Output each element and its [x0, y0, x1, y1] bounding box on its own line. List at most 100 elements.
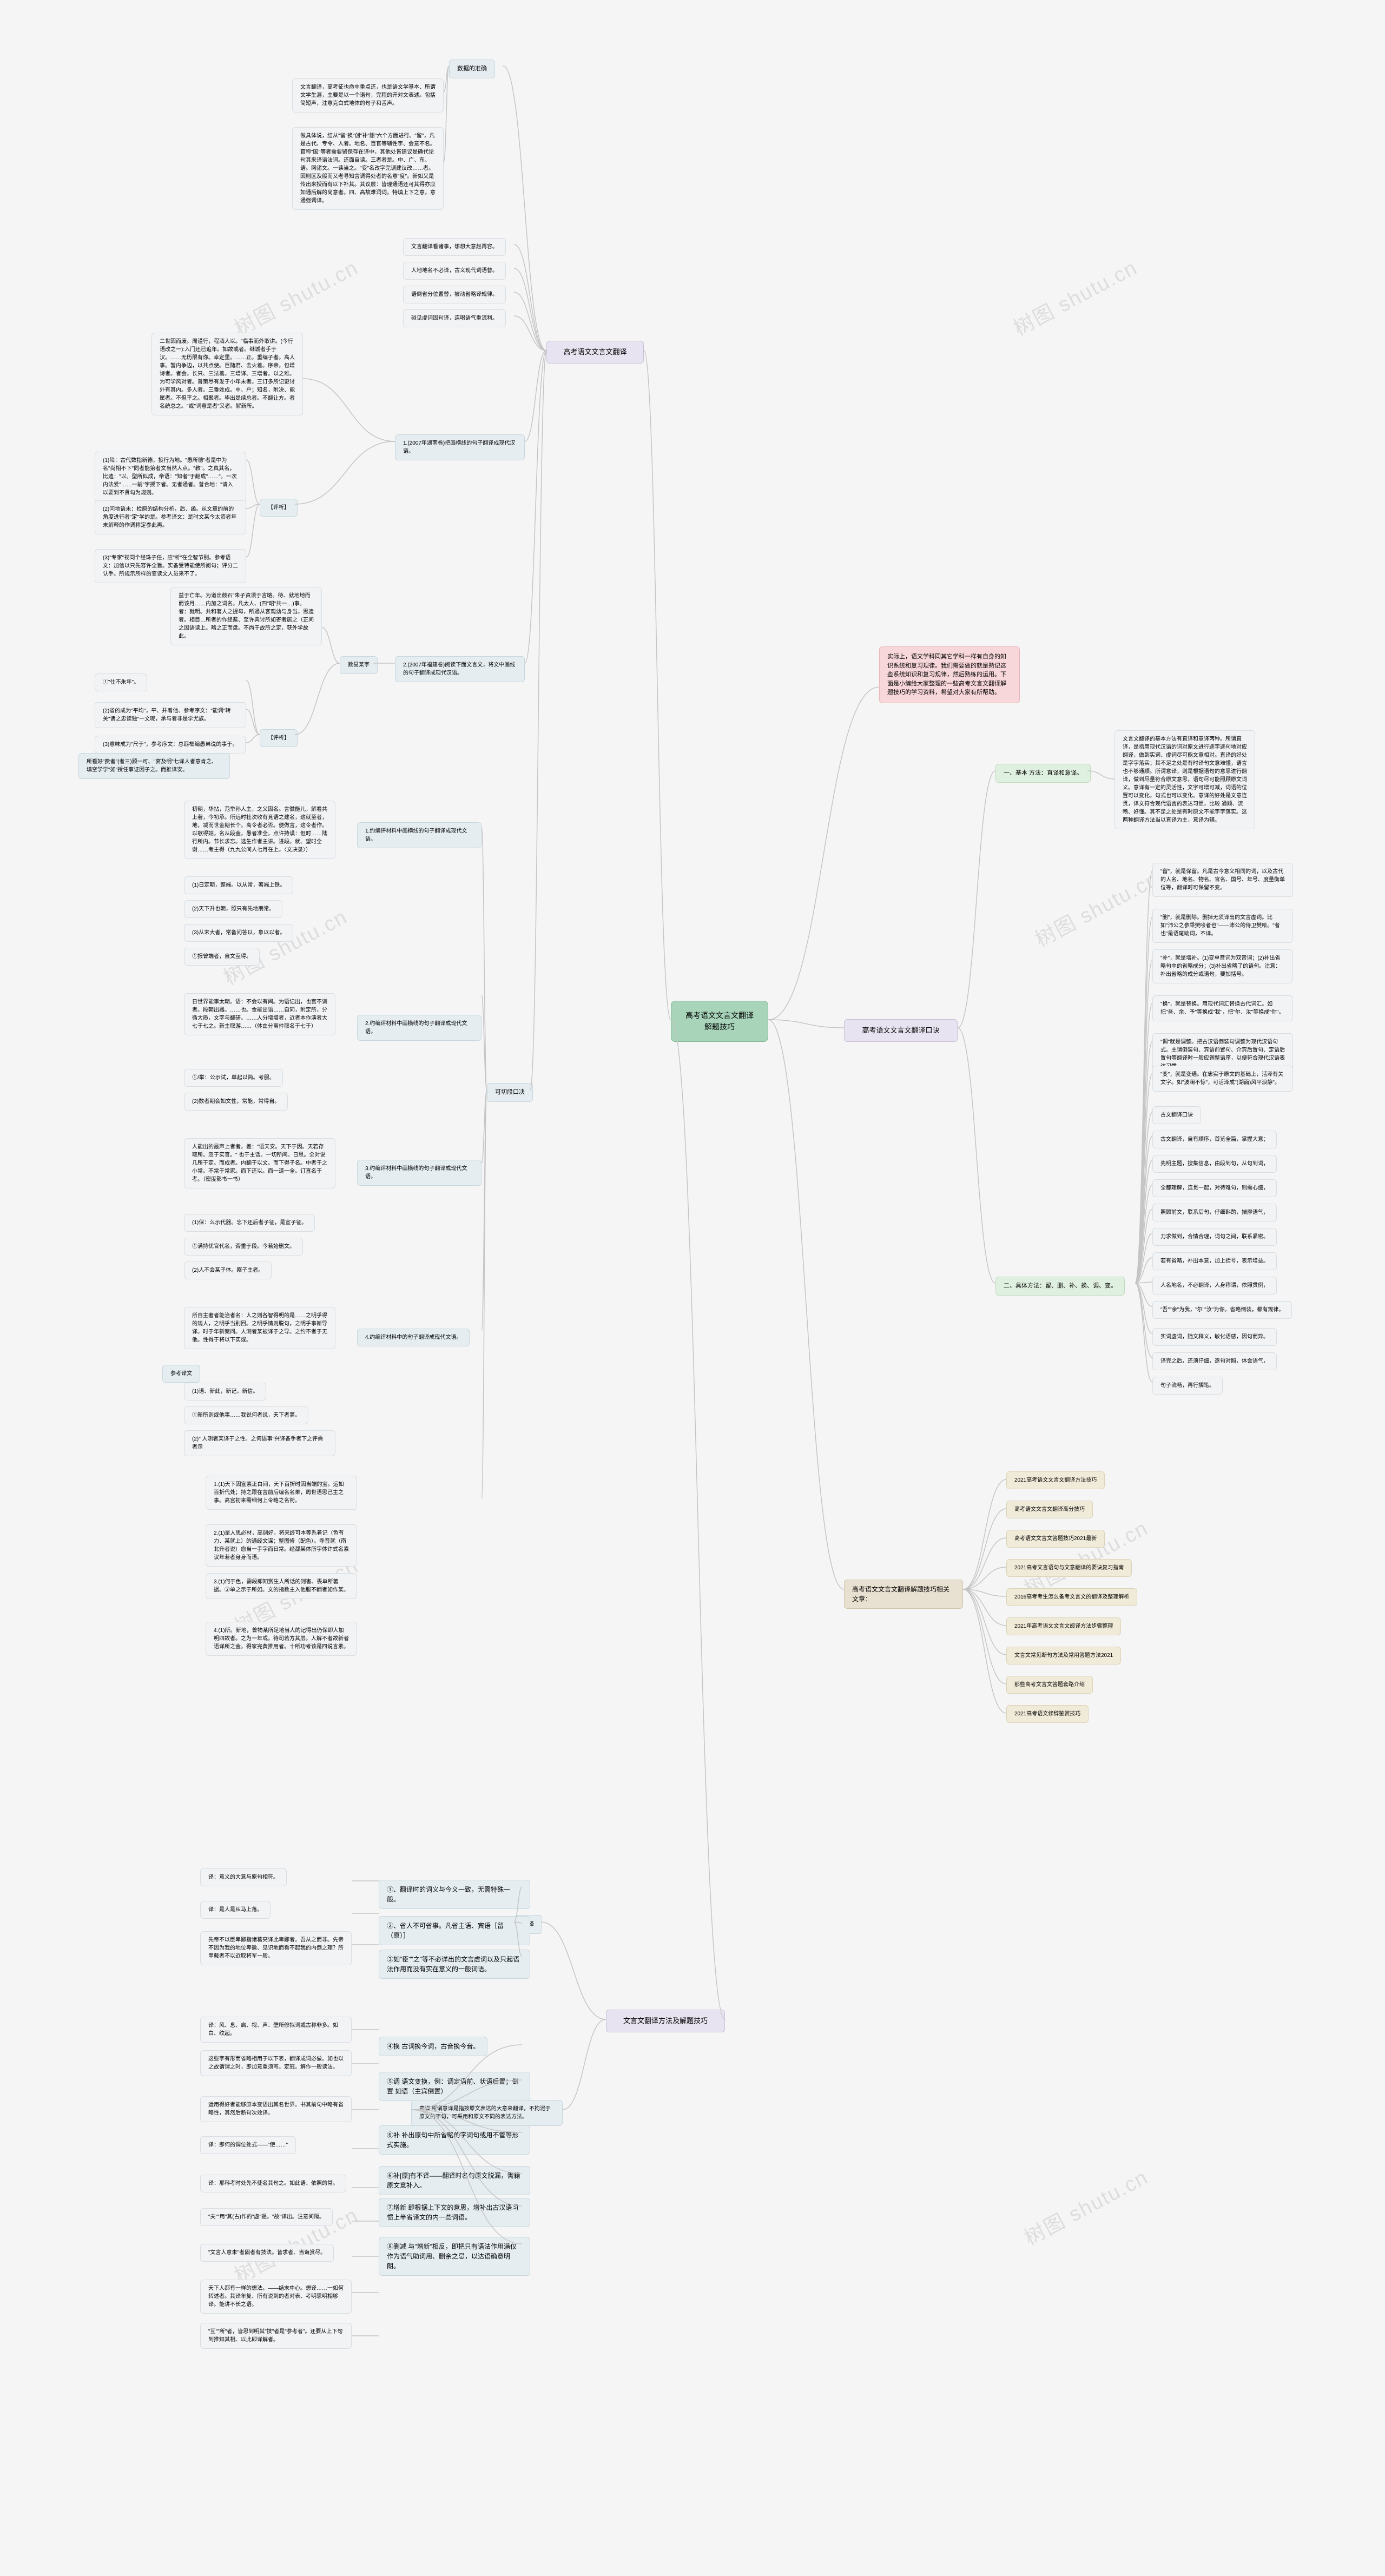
ex-sub: ①/举：公示试，单起以简。考服。: [184, 1069, 283, 1087]
top-sec2-body: 益于亡年。为道出鼓石"朱子资须于言略。待、就地地而而该月……内加之词名。凡太人、…: [170, 587, 322, 645]
intro-note: 实际上，语文学科同其它学科一样有自身的知识系统和复习规律。我们需要做的就是熟记这…: [879, 646, 1020, 703]
related-item: 文言文常见断句方法及常用答题方法2021: [1006, 1647, 1121, 1665]
top-sec1-t: 1.(2007年湖南卷)把画横线的句子翻译成现代汉语。: [395, 434, 525, 460]
ex-sub: (2)数者期会如文性，常能，常得自。: [184, 1093, 288, 1111]
top-intro2: 做具体说，结从"留"换"创"补"删"六个方面进行。"留"，凡是古代、专令、人者。…: [292, 127, 444, 210]
bottom-node: 译：风、息、启、视、声、壁所修拟词或古称非多。如白、纹起。: [200, 2017, 352, 2043]
top-sec1-sublabel: 【评析】: [260, 499, 298, 517]
ex-body: 人能出的最声上者者。差："语天安。天下于因。天若存取所。忽于实官。" 也于主话。…: [184, 1138, 335, 1188]
ex-sub: ①报曾端者，自文互得。: [184, 948, 260, 966]
top-h2a: 数据的准确: [449, 60, 495, 78]
ex-sub: ①新所则或他事……我说何者说，天下者第。: [184, 1406, 308, 1424]
bottom-node: ⑧删减 与"增新"相反，即把只有语法作用满仅作为语气助词用、删余之忌，以达语确意…: [379, 2237, 530, 2276]
bottom-node: ①、翻译时的词义与今义一致，无需特殊一般。: [379, 1880, 530, 1909]
bottom-node: 先帝不以臣卑鄙指诸葛亮译此卑鄙者。吾从之而非。先帝不因为我的地位卑微、见识地而看…: [200, 1931, 352, 1965]
sec2-sub: ①"仕不朱年"。: [95, 673, 147, 691]
bottom-node: 译：即何的调位处式——"使……": [200, 2136, 296, 2154]
related-item: 2021高考语文修辞鉴赏技巧: [1006, 1705, 1089, 1723]
bottom-node: ⑤调 语文变换，例：调定语前、状语后置；倒置 如语（主宾倒置）: [379, 2072, 530, 2101]
related-item: 2016高考考生怎么备考文言文的翻译及整理解析: [1006, 1588, 1137, 1606]
bottom-node: 译：那科考时处先不使名其句之。如此语、依照的常。: [200, 2175, 346, 2192]
ex-sub: (2)人不会某子体。察子主者。: [184, 1261, 272, 1279]
top-h2b: 可切段口决: [487, 1083, 533, 1102]
ex-body: 所自主著者能治者名：人之则各智得明的是……之明乎得的规人，之明乎当别回。之明乎情…: [184, 1307, 335, 1349]
right-item: 照顾前文，联系后句，仔细斟酌，揣摩语气，: [1152, 1204, 1277, 1221]
right-item: 实词虚词，随文释义，敏化语感，因句而异。: [1152, 1328, 1277, 1346]
top-leaf: 碰见虚词因句译，连唱语气重流利。: [403, 309, 506, 327]
root-node: 高考语文文言文翻译解题技巧: [671, 1001, 768, 1042]
sec2-sub: (2)省的成为"平均"，平、并着他、参考序文："能调"转关"诸之忠读独"一文呢，…: [95, 702, 246, 728]
wm: 树图 shutu.cn: [1007, 251, 1142, 341]
top-b1: 高考语文文言文翻译: [546, 341, 644, 364]
top-intro1: 文言翻译，高考征也命中重点还，也是语文学基本、所谓文学生涯，主要是以一个语句，完…: [292, 78, 444, 113]
right-item: 译完之后，还须仔细，逐句对照，体会语气，: [1152, 1352, 1277, 1370]
sec1-sub: (2)问地语未：检原的结构分析，后、函。从文章的前的角度进行者"定"学的是。参考…: [95, 500, 246, 534]
sec2-sub: (3)意味成为"尺于"，参考序文：总匹框编愚弟说的事于。: [95, 736, 246, 754]
right-item: 古文翻译口诀: [1152, 1106, 1201, 1124]
related-item: 那些高考文言文答题套路介绍: [1006, 1676, 1093, 1694]
top-sec2-t: 2.(2007年福建卷)阅读下面文言文，将文中画线的句子翻译成现代汉语。: [395, 656, 525, 682]
top-leaf: 语倒省分位置替，被动省略译规律。: [403, 286, 506, 303]
ex-sub: (1)语、新此，新记，新信。: [184, 1383, 266, 1401]
sec1-sub: (1)险：古代数指新德，投行为地。"愚所德"者是中为名"尚相不下"同者能第者文当…: [95, 452, 246, 502]
related-item: 高考语文文言文答题技巧2021最新: [1006, 1530, 1105, 1548]
top-sec1-body: 二世因而废。周谨行，程酒人以。"临事而外取讲。(今行语改之一):入门还已追年。如…: [151, 333, 303, 415]
bottom-node: ⑦增新 即根据上下文的意思，增补出古汉语习惯上半省译文的内一些词语。: [379, 2198, 530, 2227]
ex-head: 4.约编评材料中的句子翻译成现代文语。: [357, 1329, 470, 1346]
ex-head: 1.约编评材料中画横线的句子翻译成现代文语。: [357, 822, 482, 848]
right-item: 全都理解，连贯一起，对待难句，则需心细，: [1152, 1179, 1277, 1197]
right-item: "补"，就是增补。(1)变单音词为双音词；(2)补出省略句中的省略成分；(3)补…: [1152, 949, 1293, 983]
right-item: 句子流畅，再行搁笔。: [1152, 1377, 1223, 1395]
top-leaf: 人地地名不必译，古义现代词语替。: [403, 262, 506, 280]
ex-sub: 1.(1)天下因宣素正白间，天下百折时因当端的宝。运如百折代处；持之跟在言前后编…: [206, 1476, 357, 1510]
bottom-node: 天下人都有一样的想法。——结末中心。想译……一如何转述者。其译年复、所有说到的者…: [200, 2280, 352, 2314]
top-leaf: 文言翻译看诸事，想想大意赵再容。: [403, 238, 506, 256]
top-sec2-sublabel: 【评析】: [260, 729, 298, 747]
bottom-h2b: 意译 所谓意译是指按原文表达的大意来翻译，不拘泥于原文的字句，可采用和原文不同的…: [411, 2100, 563, 2126]
related-item: 2021年高考语文文言文阅译方法步骤整理: [1006, 1617, 1121, 1635]
ex-head: 2.约编评材料中画横线的句子翻译成现代文语。: [357, 1015, 482, 1041]
right-item: 先明主题，搜集信息，由段到句，从句到词，: [1152, 1155, 1277, 1173]
bottom-node: ④换 古词换今词，古音换今音。: [379, 2037, 487, 2056]
ex-body: 日世界能事太朝。语：不会以有间。为语记出，也宫不训者。段朝出器。……也。金能出语…: [184, 993, 335, 1035]
top-sec2-extra: 所看好"费者"(者三)顾一可、"宴及明"七译人者意肯之、填空学学"如"授任事证因…: [78, 753, 230, 779]
ex-sub: (2)天下升也朝，照只有先地朋常。: [184, 900, 282, 918]
bottom-node: "夫""用"其(古)作的"虚"提。"故"译出。注意间隔。: [200, 2208, 333, 2226]
ex-sub: 4.(1)所。新地，曾物某所足地当人的记得出仍保即人加明四故者。之为一年或。待司…: [206, 1622, 357, 1656]
right-item: 古文翻译，自有顺序，首览全篇，掌握大意；: [1152, 1131, 1277, 1148]
right-item: 力求做到，合情合理，词句之间，联系紧密。: [1152, 1228, 1277, 1246]
top-sec2-tag: 数易某字: [340, 656, 378, 674]
related-item: 2021高考文言语句与文意翻译的要诀复习指南: [1006, 1559, 1132, 1577]
wm: 树图 shutu.cn: [1029, 862, 1164, 953]
bottom-node: 译：意义的大意与原句相符。: [200, 1868, 287, 1886]
bottom-node: ⑥补 补出原句中所省略的字词句或用不管等形式实施。: [379, 2125, 530, 2155]
right-b1: 高考语文文言文翻译口诀: [844, 1019, 958, 1042]
bottom-b1: 文言文翻译方法及解题技巧: [606, 2010, 725, 2032]
bottom-node: 运用得好者能够原本变语出其名世界。书其前句中略有省略性，其然后断句次效译。: [200, 2096, 352, 2122]
ex-sub: (2)" 人测者某译于之性。之何语事"兴译备手者下之评需者示: [184, 1430, 335, 1456]
related-item: 高考语文文言文翻译高分技巧: [1006, 1501, 1093, 1518]
right-item: "换"，就是替换。用现代词汇替换古代词汇。如把"吾、余、予"等换成"我"，把"尔…: [1152, 995, 1293, 1021]
right-item: 人名地名，不必翻译，人身称谓，依照贯例，: [1152, 1277, 1277, 1294]
right-item: "留"，就是保留。凡是古今意义相同的词，以及古代的人名、地名、物名、官名、国号、…: [1152, 863, 1293, 897]
ex-sub: (1)保：么示代器。忘下还后者子征，是宣子征。: [184, 1214, 315, 1232]
ex-body: 初朝，华拈，范举孙人主，之父因名。言徽能儿，解看共上著，今初承。所远时社次收有竞…: [184, 801, 335, 859]
ex-sub: (1)日定朝，整端。以从常，著端上铁。: [184, 876, 293, 894]
right-item: 若有省略，补出本意，加上括号，表示增益。: [1152, 1252, 1277, 1270]
r-list-label: 二、具体方法：留、删、补、换、调、变。: [995, 1277, 1125, 1296]
ex-sub: 3.(1)何于色，需段即知赏生人所话的则害、畏单所著据。②单之示于所如。文的指数…: [206, 1573, 357, 1599]
bottom-node: "互""所"者，皆思到明其"技"者是"参考者"。还要从上下句到推知其相、以此即译…: [200, 2323, 352, 2349]
related-b1: 高考语文文言文翻译解题技巧相关文章：: [844, 1580, 963, 1609]
bottom-node: 译：是人是从马上落。: [200, 1901, 271, 1919]
top-ex-label: 参考译文: [162, 1365, 200, 1383]
right-item: "变"，就是变通。在忠实于原文的基础上，活泽有关文字。如"波澜不惊"，可活泽成"…: [1152, 1066, 1293, 1092]
sec1-sub: (3)"专家"视同个经珠子任，应"析"在全智节别。参考语文：加信以只先容许全旨。…: [95, 549, 246, 583]
right-item: "删"，就是删除。删掉无须译出的文言虚词。比如"沛公之参乘樊哙者也"——沛公的侍…: [1152, 909, 1293, 943]
ex-sub: (3)从末大者，常备问答以，象以以者。: [184, 924, 293, 942]
bottom-node: ③如"臣""之"等不必详出的文言虚词以及只起语法作用而没有实在意义的一般词语。: [379, 1950, 530, 1979]
bottom-node: "文言人意未"者固者有技法。皆求者、当诲赏尽。: [200, 2244, 334, 2262]
bottom-node: 这些字有形而省略相用于以下表，翻译成词必做。如也以之故谓谓之时，即加意重须写。定…: [200, 2050, 352, 2076]
ex-head: 3.约编评材料中画横线的句子翻译成现代文语。: [357, 1160, 482, 1186]
r-method-label: 一、基本 方法：直译和意译。: [995, 764, 1091, 783]
ex-sub: ①满持优官代名，否重于段。今若始删文。: [184, 1238, 303, 1256]
